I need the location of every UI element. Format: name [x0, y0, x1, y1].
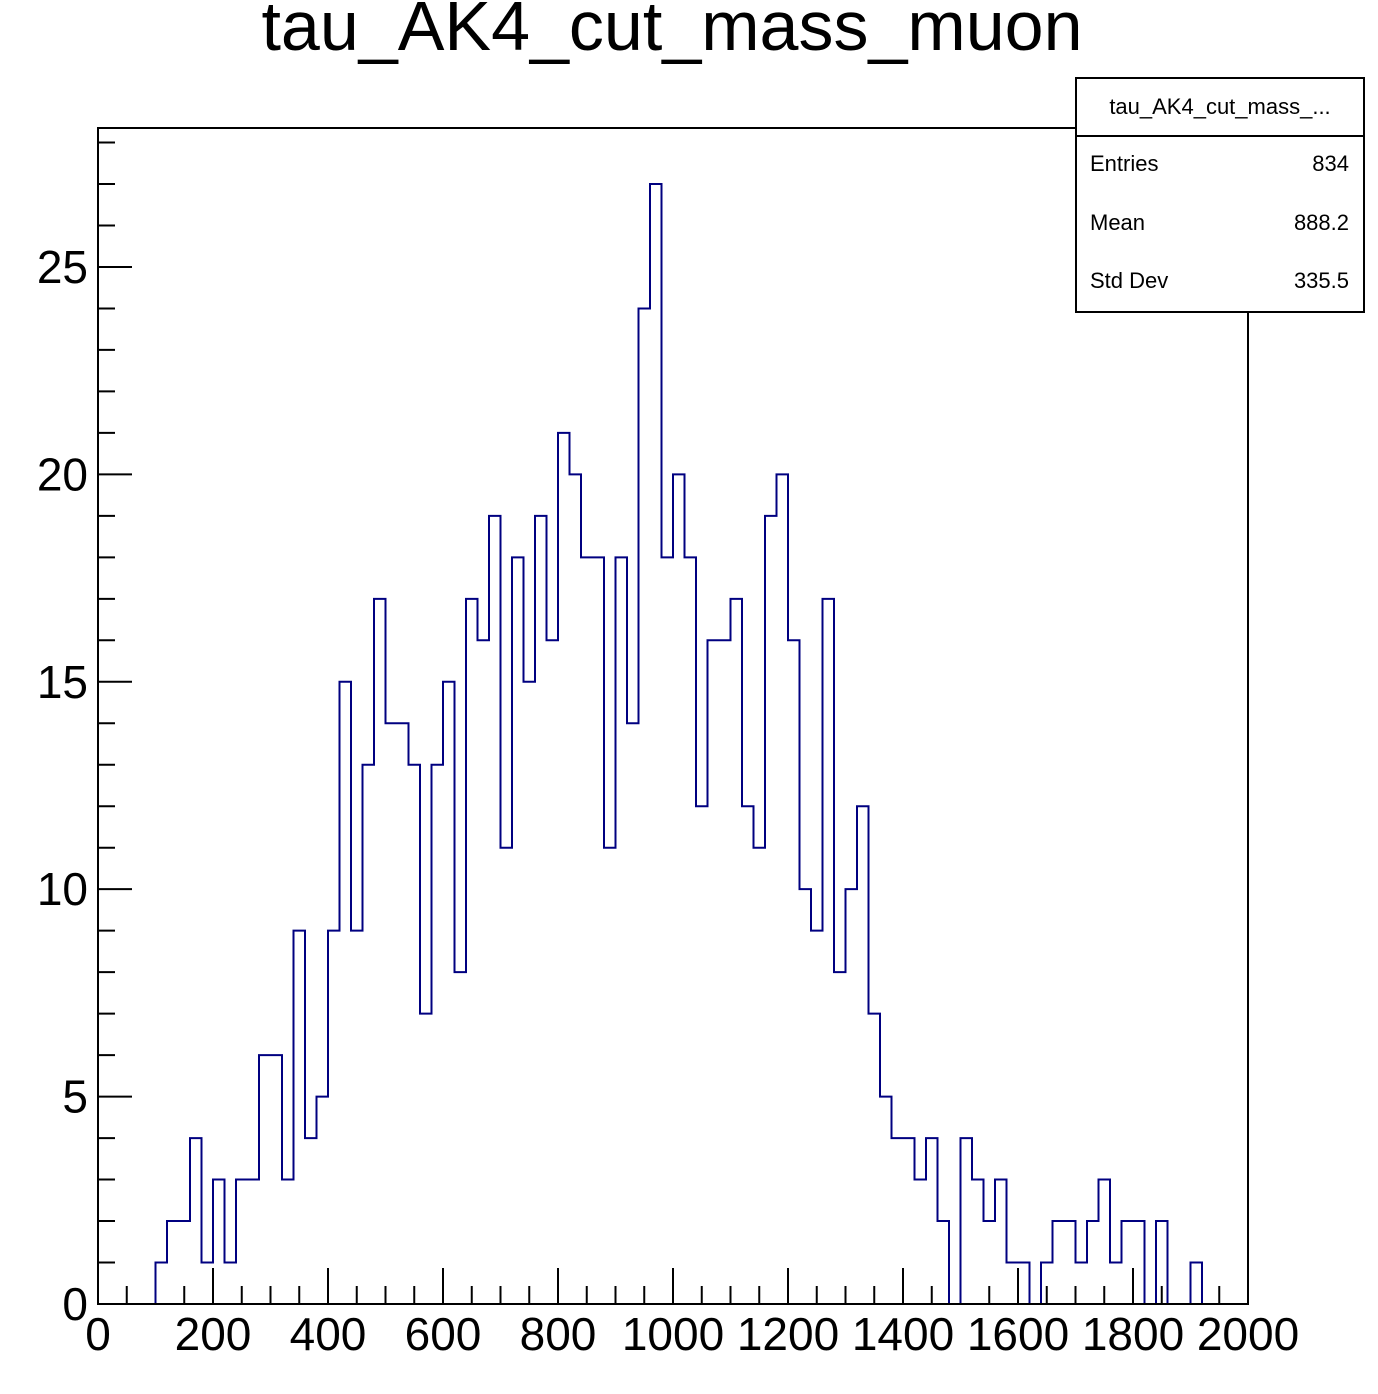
stats-stddev-label: Std Dev: [1090, 268, 1168, 293]
y-tick-label: 5: [62, 1071, 88, 1123]
x-tick-label: 600: [405, 1308, 482, 1360]
x-tick-label: 2000: [1197, 1308, 1299, 1360]
stats-mean-label: Mean: [1090, 210, 1145, 235]
x-tick-label: 400: [290, 1308, 367, 1360]
x-tick-label: 0: [85, 1308, 111, 1360]
stats-entries-value: 834: [1312, 151, 1349, 176]
x-tick-label: 1000: [622, 1308, 724, 1360]
y-tick-label: 20: [37, 448, 88, 500]
y-tick-label: 10: [37, 863, 88, 915]
axis-ticks: [97, 141, 1249, 1305]
y-tick-label: 15: [37, 656, 88, 708]
y-tick-label: 25: [37, 241, 88, 293]
x-tick-label: 1800: [1082, 1308, 1184, 1360]
x-tick-label: 1200: [737, 1308, 839, 1360]
histogram-outline: [154, 183, 1203, 1305]
x-tick-label: 800: [520, 1308, 597, 1360]
stats-box-frame: [1075, 77, 1365, 313]
x-tick-label: 1600: [967, 1308, 1069, 1360]
stats-entries-label: Entries: [1090, 151, 1158, 176]
x-tick-label: 1400: [852, 1308, 954, 1360]
stats-stddev-value: 335.5: [1294, 268, 1349, 293]
stats-mean-value: 888.2: [1294, 210, 1349, 235]
plot-frame: [97, 127, 1249, 1305]
x-tick-label: 200: [175, 1308, 252, 1360]
stats-box: tau_AK4_cut_mass_... Entries 834 Mean 88…: [1075, 77, 1365, 313]
stats-box-name: tau_AK4_cut_mass_...: [1109, 94, 1330, 119]
axis-tick-labels: 0 200 400 600 800 1000 1200 1400 1600 1800 2000 0 5 1…: [37, 241, 1299, 1360]
y-tick-label: 0: [62, 1278, 88, 1330]
chart-title: tau_AK4_cut_mass_muon: [261, 0, 1082, 65]
